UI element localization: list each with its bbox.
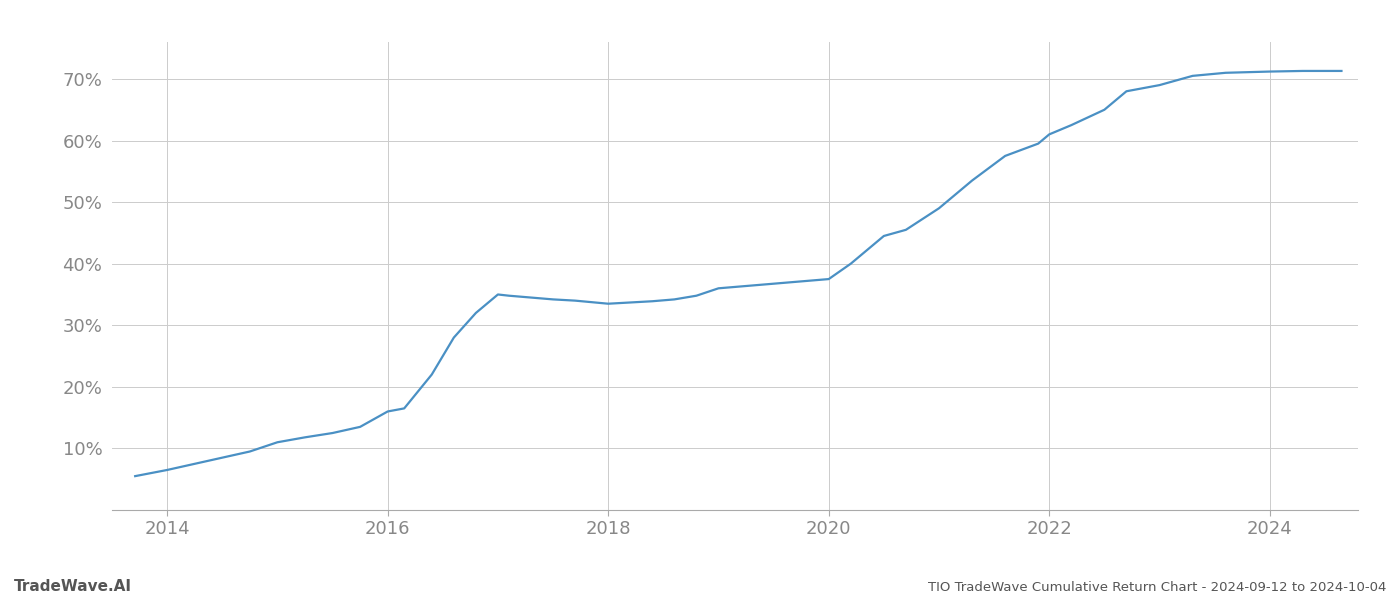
Text: TIO TradeWave Cumulative Return Chart - 2024-09-12 to 2024-10-04: TIO TradeWave Cumulative Return Chart - …	[928, 581, 1386, 594]
Text: TradeWave.AI: TradeWave.AI	[14, 579, 132, 594]
